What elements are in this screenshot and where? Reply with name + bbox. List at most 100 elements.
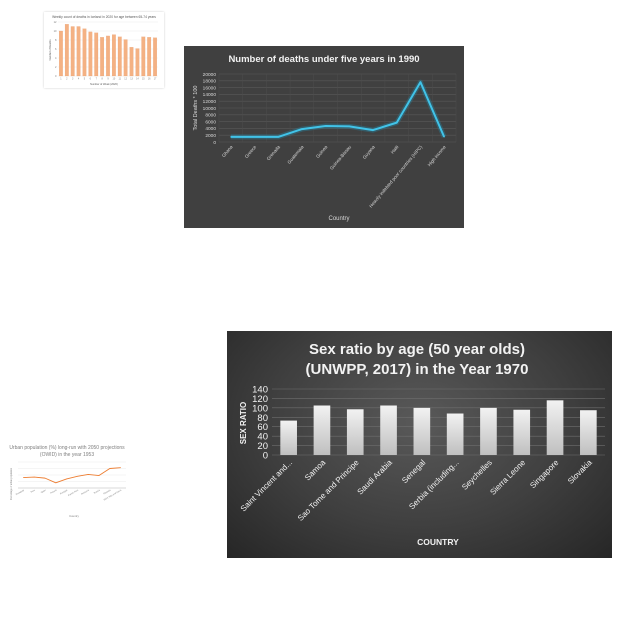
chart-svg: Weekly count of deaths in Iceland in 202… xyxy=(48,15,158,86)
x-tick-label: Haiti xyxy=(390,144,400,154)
y-tick-label: 10 xyxy=(54,29,57,33)
series-line xyxy=(230,81,446,138)
bar xyxy=(153,37,157,77)
y-tick-label: 60 xyxy=(257,422,268,433)
y-tick-label: 0 xyxy=(213,140,216,146)
y-tick-label: 4000 xyxy=(205,126,216,132)
data-point xyxy=(23,477,24,478)
bar xyxy=(380,405,397,455)
bar xyxy=(94,32,99,77)
x-tick-label: Singapore xyxy=(528,458,561,491)
x-tick-label: 6 xyxy=(90,78,92,81)
data-point xyxy=(443,136,445,138)
bar xyxy=(135,48,140,77)
y-tick-label: 140 xyxy=(252,385,268,396)
y-tick-label: 4 xyxy=(55,56,57,60)
x-tick-label: 13 xyxy=(130,78,133,81)
y-tick-label: 14000 xyxy=(203,92,217,98)
x-axis-label: COUNTRY xyxy=(417,537,459,547)
bar xyxy=(147,37,152,77)
data-point xyxy=(325,125,327,127)
bar xyxy=(446,413,464,455)
bar xyxy=(580,410,597,455)
data-point xyxy=(120,467,121,469)
x-tick-label: Guinea-Bissau xyxy=(329,144,352,171)
x-tick-label: Samoa xyxy=(303,458,328,483)
y-axis-label: SEX RATIO xyxy=(239,402,248,445)
x-tick-label: 7 xyxy=(96,78,98,81)
x-tick-label: 8 xyxy=(101,78,103,81)
y-tick-label: 12 xyxy=(54,20,57,24)
x-tick-label: 14 xyxy=(136,78,139,81)
chart-svg: Urban population (%) long-run with 2050 … xyxy=(9,445,126,518)
x-tick-label: 5 xyxy=(84,78,86,81)
bar xyxy=(413,407,431,455)
x-tick-label: Peru xyxy=(30,488,36,493)
y-tick-label: 20 xyxy=(257,441,268,452)
y-axis-label: Number of Deaths xyxy=(48,39,52,61)
bar xyxy=(346,409,364,455)
y-tick-label: 2000 xyxy=(205,133,216,139)
x-tick-label: Saudi Arabia xyxy=(356,458,395,497)
y-tick-label: 16000 xyxy=(203,85,217,91)
bar xyxy=(64,24,69,77)
y-tick-label: 8000 xyxy=(205,113,216,119)
x-axis-label: Country xyxy=(69,514,79,518)
y-tick-label: 40 xyxy=(257,432,268,443)
bar xyxy=(82,28,87,77)
y-tick-label: 20000 xyxy=(203,72,217,78)
x-tick-label: Seychelles xyxy=(460,458,494,492)
x-tick-label: Portugal xyxy=(60,489,69,496)
x-tick-label: High income xyxy=(427,144,448,167)
bar xyxy=(141,36,146,77)
bar xyxy=(88,31,93,77)
bar xyxy=(546,400,564,455)
x-tick-label: Greece xyxy=(244,144,258,159)
data-point xyxy=(253,136,256,138)
x-tick-label: Guinea xyxy=(315,144,329,159)
data-point xyxy=(66,478,67,480)
bar xyxy=(112,34,116,77)
x-tick-label: Slovakia xyxy=(566,458,594,486)
x-tick-label: Ghana xyxy=(221,144,234,158)
x-tick-label: Rwanda xyxy=(103,489,112,495)
y-tick-label: 100 xyxy=(252,403,268,414)
y-tick-label: 0 xyxy=(263,451,268,462)
x-tick-label: 16 xyxy=(148,78,151,81)
bar xyxy=(70,26,75,77)
data-point xyxy=(348,125,350,127)
bar xyxy=(313,405,331,455)
bar xyxy=(480,407,497,455)
x-tick-label: 1 xyxy=(60,78,62,81)
data-point xyxy=(301,128,303,130)
data-point xyxy=(87,474,89,475)
data-point xyxy=(44,477,46,479)
x-tick-label: 4 xyxy=(78,78,80,81)
y-tick-label: 120 xyxy=(252,394,268,405)
bar xyxy=(513,409,531,455)
x-tick-label: Senegal xyxy=(400,458,427,485)
x-tick-label: 11 xyxy=(119,78,122,81)
x-tick-label: Puerto Rico xyxy=(67,488,79,497)
x-tick-label: Sierra Leone xyxy=(488,458,527,497)
y-tick-label: 8 xyxy=(55,38,57,42)
x-tick-label: Saint Kitts and Nevis xyxy=(103,488,123,501)
x-tick-label: Sao Tome and Principe xyxy=(296,458,361,523)
data-point xyxy=(419,81,422,83)
x-tick-label: 12 xyxy=(124,78,127,81)
data-point xyxy=(33,476,35,478)
x-tick-label: Grenada xyxy=(266,144,282,161)
x-tick-label: 17 xyxy=(154,78,157,81)
y-axis-label: Total Deaths * 100 xyxy=(193,86,199,131)
y-tick-label: 0 xyxy=(55,74,57,78)
x-tick-label: Romania xyxy=(81,489,90,496)
x-tick-label: 10 xyxy=(113,78,116,81)
y-tick-label: 6000 xyxy=(205,119,216,125)
y-axis-label: Percentage of urban population xyxy=(10,467,13,500)
data-point xyxy=(109,468,111,469)
chart-sex-ratio: Sex ratio by age (50 year olds) (UNWPP, … xyxy=(227,331,612,558)
x-tick-label: Paraguay xyxy=(15,488,25,496)
x-tick-label: 3 xyxy=(72,78,74,81)
data-point xyxy=(98,475,100,476)
x-tick-label: Saint Vincent and... xyxy=(239,458,294,513)
